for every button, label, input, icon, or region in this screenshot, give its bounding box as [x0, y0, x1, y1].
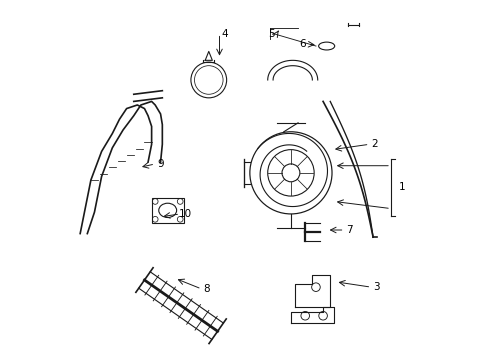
Text: 2: 2 — [371, 139, 377, 149]
Text: 3: 3 — [373, 282, 379, 292]
Text: 4: 4 — [221, 28, 228, 39]
Text: 10: 10 — [179, 209, 192, 219]
Text: 8: 8 — [203, 284, 210, 294]
Text: 7: 7 — [346, 225, 352, 235]
Text: 6: 6 — [299, 39, 305, 49]
Text: 5: 5 — [267, 28, 274, 39]
Text: 9: 9 — [157, 159, 163, 169]
Text: 1: 1 — [398, 182, 404, 192]
